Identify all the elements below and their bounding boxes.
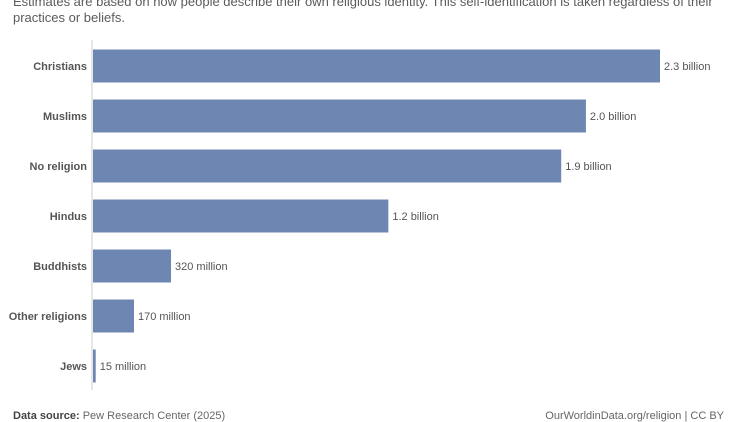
data-source-label: Data source: <box>13 410 80 422</box>
category-label: Buddhists <box>33 261 87 273</box>
category-label: Jews <box>60 361 87 373</box>
bar-muslims[interactable] <box>93 99 586 133</box>
bar-no-religion[interactable] <box>93 149 562 183</box>
category-label: No religion <box>30 161 88 173</box>
category-label: Other religions <box>9 311 87 323</box>
value-label: 1.9 billion <box>565 161 611 173</box>
category-label: Muslims <box>43 111 87 123</box>
data-source-value: Pew Research Center (2025) <box>82 410 226 422</box>
bar-buddhists[interactable] <box>93 249 172 283</box>
value-label: 15 million <box>100 361 146 373</box>
site-credit[interactable]: OurWorldinData.org/religion | CC BY <box>545 410 724 422</box>
value-label: 1.2 billion <box>392 211 438 223</box>
value-label: 2.3 billion <box>664 61 710 73</box>
value-label: 320 million <box>175 261 228 273</box>
bar-christians[interactable] <box>93 49 660 83</box>
bar-hindus[interactable] <box>93 199 389 233</box>
value-label: 2.0 billion <box>590 111 636 123</box>
bar-jews[interactable] <box>93 349 96 383</box>
data-source-note: Data source: Pew Research Center (2025) <box>13 410 225 422</box>
category-label: Hindus <box>50 211 87 223</box>
value-label: 170 million <box>138 311 191 323</box>
category-label: Christians <box>33 61 87 73</box>
chart-subtitle: Estimates are based on how people descri… <box>13 0 713 25</box>
bar-other-religions[interactable] <box>93 299 134 333</box>
